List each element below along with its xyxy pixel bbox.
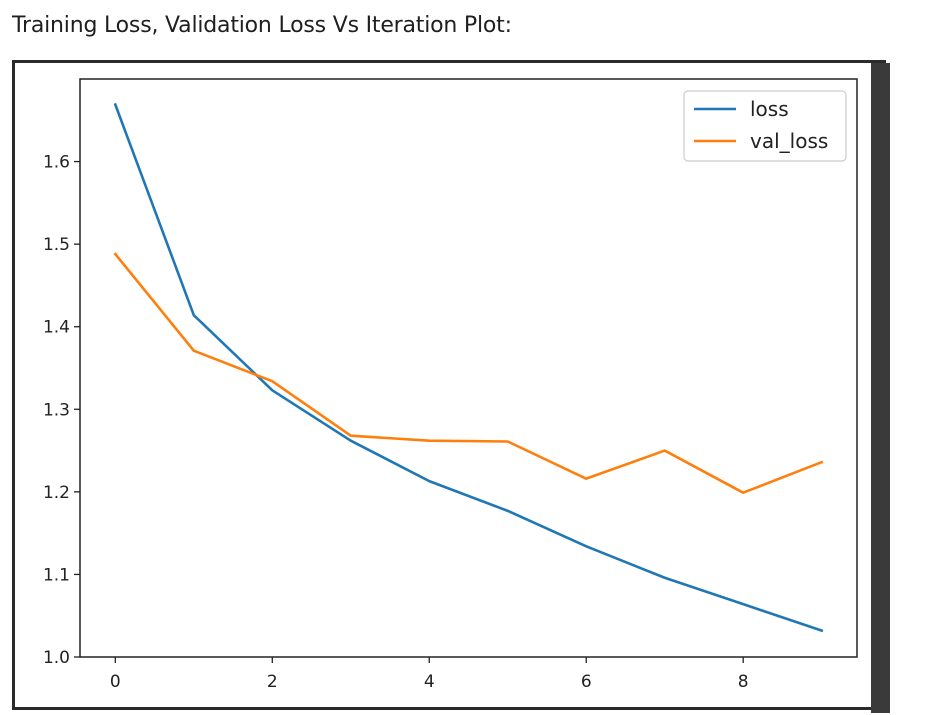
figure-dark-edge xyxy=(871,63,890,713)
y-tick-label: 1.2 xyxy=(43,483,70,503)
y-tick-label: 1.3 xyxy=(43,400,70,420)
legend-label: val_loss xyxy=(750,129,828,153)
x-tick-label: 4 xyxy=(424,672,435,692)
legend-label: loss xyxy=(750,97,789,121)
x-tick-label: 2 xyxy=(267,672,278,692)
x-tick-label: 0 xyxy=(110,672,121,692)
y-tick-label: 1.1 xyxy=(43,565,70,585)
x-tick-label: 6 xyxy=(581,672,592,692)
y-tick-label: 1.5 xyxy=(43,235,70,255)
x-tick-label: 8 xyxy=(738,672,749,692)
axes-frame xyxy=(79,78,858,658)
y-tick-label: 1.6 xyxy=(43,153,70,173)
series-line-loss xyxy=(113,102,824,633)
plot-area: 1.0 1.1 1.2 1.3 1.4 1.5 1.6 0 2 4 6 8 loss val_loss xyxy=(43,78,858,692)
page-heading: Training Loss, Validation Loss Vs Iterat… xyxy=(12,13,512,38)
figure-frame xyxy=(12,60,886,710)
y-tick-label: 1.0 xyxy=(43,648,70,668)
y-tick-label: 1.4 xyxy=(43,318,70,338)
series-line-val-loss xyxy=(113,252,824,494)
